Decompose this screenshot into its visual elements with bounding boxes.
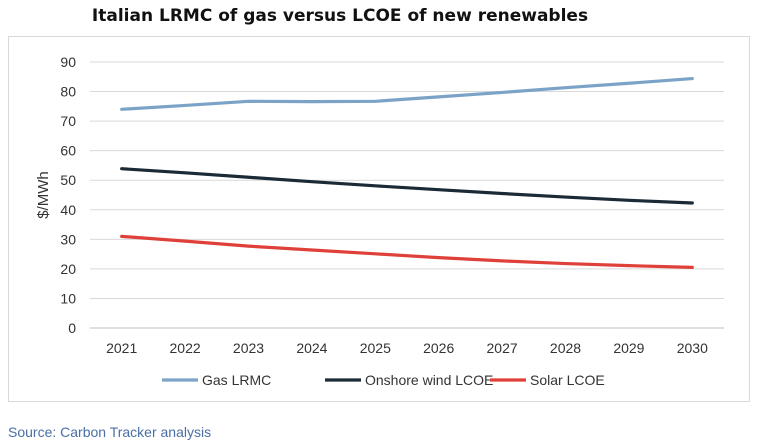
legend-label: Gas LRMC <box>202 372 271 388</box>
y-tick-label: 80 <box>60 84 76 100</box>
data-point <box>310 180 314 183</box>
data-point <box>183 239 187 243</box>
data-point <box>310 248 314 252</box>
data-point <box>691 266 694 269</box>
data-point <box>120 235 123 238</box>
data-point <box>500 259 504 263</box>
data-point <box>437 188 440 191</box>
x-tick-label: 2021 <box>106 340 137 356</box>
data-point <box>500 91 504 94</box>
x-tick-label: 2022 <box>170 340 201 356</box>
data-point <box>374 252 377 256</box>
x-tick-label: 2024 <box>296 340 327 356</box>
data-point <box>247 100 250 103</box>
data-point <box>500 192 504 195</box>
data-point <box>564 86 567 89</box>
x-tick-label: 2023 <box>233 340 264 356</box>
legend-label: Onshore wind LCOE <box>365 372 493 388</box>
data-point <box>627 82 631 85</box>
x-tick-label: 2026 <box>423 340 454 356</box>
y-tick-label: 70 <box>60 113 76 129</box>
data-point <box>627 199 631 202</box>
data-point <box>564 262 567 265</box>
chart-frame <box>8 36 750 402</box>
x-tick-label: 2027 <box>487 340 518 356</box>
series-line-gas-lrmc <box>120 76 694 111</box>
data-point <box>374 184 377 188</box>
data-point <box>691 77 694 80</box>
source-note: Source: Carbon Tracker analysis <box>8 424 212 440</box>
data-point <box>120 108 123 111</box>
y-tick-label: 60 <box>60 143 76 159</box>
data-point <box>564 195 567 199</box>
data-point <box>310 100 314 103</box>
data-point <box>437 256 440 259</box>
data-point <box>627 264 631 267</box>
y-tick-label: 0 <box>68 320 76 336</box>
x-tick-label: 2028 <box>550 340 581 356</box>
data-point <box>374 100 377 103</box>
y-tick-label: 10 <box>60 290 76 306</box>
series-line-solar-lcoe <box>120 234 694 270</box>
data-point <box>247 176 250 179</box>
x-tick-label: 2029 <box>613 340 644 356</box>
series-line-onshore-wind-lcoe <box>120 167 694 205</box>
data-point <box>437 95 440 99</box>
data-point <box>183 171 187 175</box>
data-point <box>183 104 187 107</box>
data-point <box>247 244 250 248</box>
y-axis-title: $/MWh <box>35 171 52 219</box>
y-tick-label: 50 <box>60 172 76 188</box>
chart-title: Italian LRMC of gas versus LCOE of new r… <box>91 6 589 26</box>
y-tick-label: 20 <box>60 261 76 277</box>
y-tick-label: 40 <box>60 202 76 218</box>
data-point <box>691 201 694 205</box>
y-tick-label: 90 <box>60 54 76 70</box>
data-point <box>120 167 123 170</box>
x-tick-label: 2025 <box>360 340 391 356</box>
x-tick-label: 2030 <box>677 340 708 356</box>
y-tick-label: 30 <box>60 231 76 247</box>
legend-label: Solar LCOE <box>530 372 605 388</box>
